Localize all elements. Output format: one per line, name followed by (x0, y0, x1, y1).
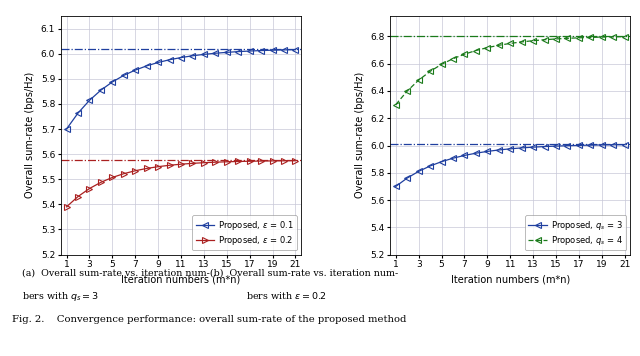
Legend: Proposed, $\epsilon$ = 0.1, Proposed, $\epsilon$ = 0.2: Proposed, $\epsilon$ = 0.1, Proposed, $\… (192, 215, 297, 250)
Text: (a)  Overall sum-rate vs. iteration num-(b)  Overall sum-rate vs. iteration num-: (a) Overall sum-rate vs. iteration num-(… (22, 269, 399, 278)
Y-axis label: Overall sum-rate (bps/Hz): Overall sum-rate (bps/Hz) (26, 72, 35, 198)
X-axis label: Iteration numbers (m*n): Iteration numbers (m*n) (451, 274, 570, 285)
Y-axis label: Overall sum-rate (bps/Hz): Overall sum-rate (bps/Hz) (355, 72, 365, 198)
Text: Fig. 2.    Convergence performance: overall sum-rate of the proposed method: Fig. 2. Convergence performance: overall… (12, 315, 406, 324)
X-axis label: Iteration numbers (m*n): Iteration numbers (m*n) (122, 274, 241, 285)
Text: bers with $\epsilon = 0.2$: bers with $\epsilon = 0.2$ (246, 290, 327, 301)
Legend: Proposed, $q_s$ = 3, Proposed, $q_s$ = 4: Proposed, $q_s$ = 3, Proposed, $q_s$ = 4 (525, 215, 626, 250)
Text: bers with $q_s = 3$: bers with $q_s = 3$ (22, 290, 99, 303)
